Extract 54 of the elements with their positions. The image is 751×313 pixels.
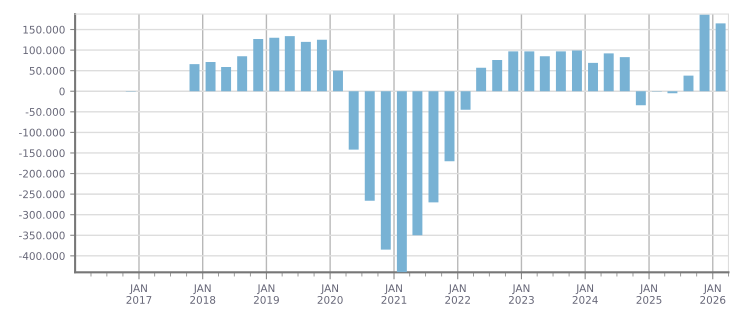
y-tick-label: -300.000 <box>19 210 65 219</box>
bar <box>556 51 566 92</box>
bar <box>444 91 454 162</box>
bar <box>396 91 407 272</box>
y-tick-label: -400.000 <box>19 252 65 260</box>
y-tick-label: -200.000 <box>19 170 65 178</box>
bar <box>524 51 534 92</box>
y-tick-label: -250.000 <box>19 190 65 198</box>
bar <box>269 38 280 92</box>
bar <box>684 76 694 92</box>
y-tick-label: -150.000 <box>19 149 65 158</box>
y-tick-label: 100.000 <box>23 46 65 54</box>
x-tick-label: JAN 2021 <box>382 284 406 304</box>
x-tick-label: JAN 2024 <box>572 284 598 304</box>
x-tick-label: JAN 2020 <box>318 284 343 304</box>
x-tick-label: JAN 2017 <box>126 284 152 304</box>
bar <box>333 70 343 92</box>
bar <box>428 91 438 202</box>
bar <box>716 23 726 92</box>
bar <box>476 68 486 92</box>
bar <box>572 50 582 92</box>
bar <box>700 14 710 92</box>
bar <box>636 91 646 106</box>
x-tick-label: JAN 2018 <box>190 284 216 304</box>
y-tick-label: -50.000 <box>26 108 65 116</box>
y-tick-label: 0 <box>59 87 65 96</box>
bar <box>221 66 232 92</box>
bar <box>300 42 311 92</box>
bar <box>588 62 598 92</box>
bar <box>540 56 550 92</box>
bar <box>348 91 359 150</box>
y-tick-label: -350.000 <box>19 232 65 240</box>
bar <box>364 91 375 201</box>
x-tick-label: JAN 2026 <box>700 284 726 304</box>
bar <box>460 91 471 110</box>
bar <box>190 64 200 92</box>
bar <box>253 38 264 92</box>
bar <box>380 91 391 250</box>
bar <box>412 91 422 236</box>
bar <box>316 40 327 92</box>
y-tick-label: 50.000 <box>30 66 65 75</box>
x-tick-label: JAN 2025 <box>636 284 662 304</box>
bar <box>604 53 614 92</box>
bar <box>620 57 630 92</box>
x-tick-label: JAN 2022 <box>445 284 470 304</box>
bar <box>508 51 518 92</box>
x-tick-label: JAN 2023 <box>508 284 534 304</box>
y-tick-label: 150.000 <box>23 26 65 34</box>
bar <box>492 60 502 92</box>
bar <box>206 62 216 92</box>
bar <box>284 36 295 92</box>
bar <box>237 56 248 92</box>
x-tick-label: JAN 2019 <box>254 284 279 304</box>
y-tick-label: -100.000 <box>19 128 65 136</box>
